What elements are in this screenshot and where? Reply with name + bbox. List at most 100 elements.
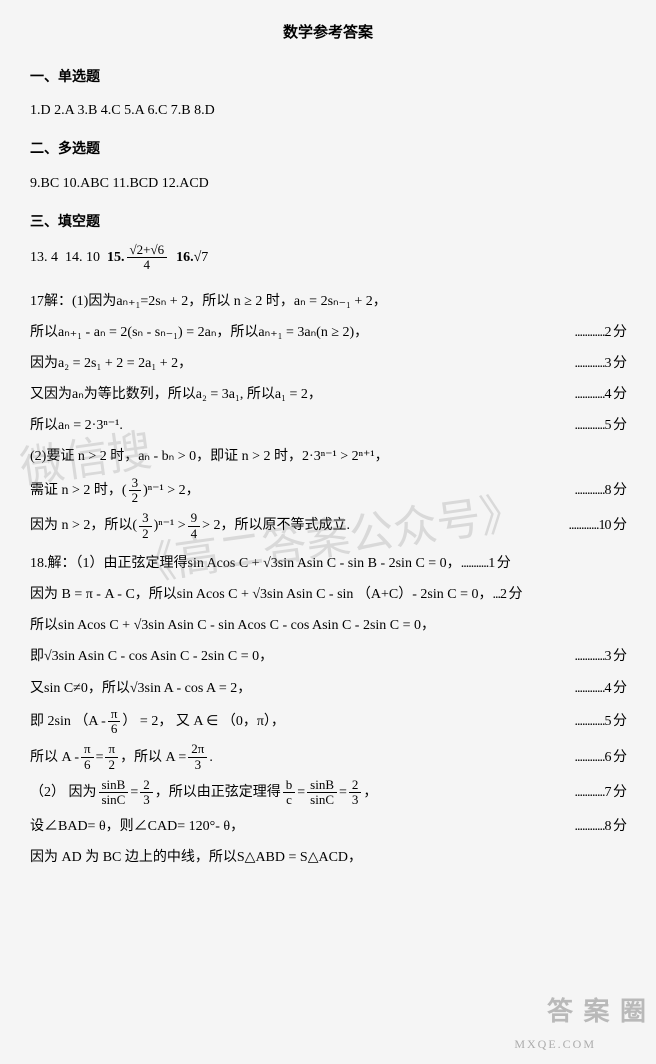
q17-l4: 又因为aₙ为等比数列，所以a₂ = 3a₁, 所以a₁ = 2， — [30, 382, 322, 407]
q18-l7s: ............6 分 — [555, 745, 627, 770]
f: π — [81, 742, 94, 757]
f: 2 — [140, 778, 153, 793]
q18-l1s: ...........1 分 — [461, 551, 510, 576]
q17-l7n: 3 — [129, 476, 142, 491]
q18-l5: 又sin C≠0，所以√3sin A - cos A = 2， — [30, 676, 251, 701]
q18-l7b: = — [96, 745, 104, 770]
q18-l7d: . — [209, 745, 213, 770]
q17-l8s: ............10 分 — [549, 513, 627, 538]
q17-l7a: 需证 n > 2 时，( — [30, 478, 127, 503]
q18-l6a: 即 2sin （A - — [30, 709, 106, 734]
q17-l3: 因为a₂ = 2s₁ + 2 = 2a₁ + 2， — [30, 351, 192, 376]
q18-l8-frac3: b c — [283, 778, 296, 808]
q17-l8-row: 因为 n > 2，所以( 3 2 )ⁿ⁻¹ > 9 4 > 2，所以原不等式成立… — [30, 511, 626, 541]
q18-l8b: = — [130, 780, 138, 805]
q18-l7a: 所以 A - — [30, 745, 79, 770]
q17-l3-row: 因为a₂ = 2s₁ + 2 = 2a₁ + 2， ............3 … — [30, 351, 626, 376]
q18-l6n: π — [108, 707, 121, 722]
q18-l7-row: 所以 A - π 6 = π 2 ，所以 A = 2π 3 . ........… — [30, 742, 626, 772]
q18-l9s: ............8 分 — [555, 814, 627, 839]
q18-l6s: ............5 分 — [555, 709, 627, 734]
section-multi-heading: 二、多选题 — [30, 137, 626, 162]
q18-l10: 因为 AD 为 BC 边上的中线，所以S△ABD = S△ACD， — [30, 845, 626, 870]
section-single-heading: 一、单选题 — [30, 65, 626, 90]
q17-l8-frac2: 9 4 — [188, 511, 201, 541]
q17-l8d: 2 — [139, 527, 152, 541]
q18-l8-frac2: 2 3 — [140, 778, 153, 808]
q17-l7d: 2 — [129, 491, 142, 505]
f: sinC — [307, 793, 337, 807]
q18-l4-row: 即√3sin Asin C - cos Asin C - 2sin C = 0，… — [30, 644, 626, 669]
q17-l8n2: 9 — [188, 511, 201, 526]
q18-l8-row: （2） 因为 sinB sinC = 2 3 ，所以由正弦定理得 b c = s… — [30, 778, 626, 808]
q18-l8c: ，所以由正弦定理得 — [155, 780, 281, 805]
page-title: 数学参考答案 — [30, 20, 626, 47]
q17-l5-row: 所以aₙ = 2·3ⁿ⁻¹. ............5 分 — [30, 413, 626, 438]
q17-l8d2: 4 — [188, 527, 201, 541]
q18-l4: 即√3sin Asin C - cos Asin C - 2sin C = 0， — [30, 644, 273, 669]
f: sinB — [307, 778, 337, 793]
f: 3 — [349, 793, 362, 807]
q18-l6b: ） = 2， 又 A ∈ （0，π）， — [122, 709, 285, 734]
q18-l7-frac3: 2π 3 — [188, 742, 207, 772]
q17-l8b: )ⁿ⁻¹ > — [154, 513, 186, 538]
q18-l6-frac: π 6 — [108, 707, 121, 737]
q18-l1: 18.解：（1）由正弦定理得sin Acos C + √3sin Asin C … — [30, 551, 461, 576]
multi-answers: 9.BC 10.ABC 11.BCD 12.ACD — [30, 171, 626, 196]
a15-den: 4 — [141, 258, 154, 272]
single-answers: 1.D 2.A 3.B 4.C 5.A 6.C 7.B 8.D — [30, 98, 626, 123]
q17-l1: 17解：(1)因为aₙ₊₁=2sₙ + 2，所以 n ≥ 2 时，aₙ = 2s… — [30, 289, 626, 314]
f: 3 — [192, 758, 205, 772]
f: c — [283, 793, 295, 807]
a15-num: √2+√6 — [127, 243, 168, 258]
q18-l2-row: 因为 B = π - A - C，所以sin Acos C + √3sin As… — [30, 582, 626, 607]
q17-l6: (2)要证 n > 2 时，aₙ - bₙ > 0，即证 n > 2 时，2·3… — [30, 444, 626, 469]
q17-l3s: ............3 分 — [555, 351, 627, 376]
q18-l8e: = — [297, 780, 305, 805]
f: sinC — [99, 793, 129, 807]
q18-l8a: （2） 因为 — [30, 780, 97, 805]
q17-l8-frac1: 3 2 — [139, 511, 152, 541]
watermark-right: 答 案 圈 — [547, 989, 648, 1036]
q17-l7-frac: 3 2 — [129, 476, 142, 506]
q17-l7b: )ⁿ⁻¹ > 2， — [143, 478, 200, 503]
q18-l6d: 6 — [108, 722, 121, 736]
q17-l7s: ............8 分 — [555, 478, 627, 503]
q18-l3: 所以sin Acos C + √3sin Asin C - sin Acos C… — [30, 613, 626, 638]
a16-val: √7 — [194, 245, 209, 270]
f: 6 — [81, 758, 94, 772]
q18-l1-row: 18.解：（1）由正弦定理得sin Acos C + √3sin Asin C … — [30, 551, 626, 576]
q17-l4-row: 又因为aₙ为等比数列，所以a₂ = 3a₁, 所以a₁ = 2， .......… — [30, 382, 626, 407]
q18-l8g: ， — [363, 780, 377, 805]
q18-l7-frac2: π 2 — [105, 742, 118, 772]
q17-l5: 所以aₙ = 2·3ⁿ⁻¹. — [30, 413, 123, 438]
q18-l4s: ............3 分 — [555, 644, 627, 669]
q18-l7c: ，所以 A = — [120, 745, 186, 770]
f: sinB — [99, 778, 129, 793]
q17-l2-row: 所以aₙ₊₁ - aₙ = 2(sₙ - sₙ₋₁) = 2aₙ，所以aₙ₊₁ … — [30, 320, 626, 345]
q18-l8-frac1: sinB sinC — [99, 778, 129, 808]
q18-l9: 设∠BAD= θ，则∠CAD= 120°- θ， — [30, 814, 244, 839]
q18-l2s: ...2 分 — [493, 582, 522, 607]
a14: 14. 10 — [65, 245, 100, 270]
f: 2 — [106, 758, 119, 772]
q17-l2s: ............2 分 — [555, 320, 627, 345]
q18-l7-frac1: π 6 — [81, 742, 94, 772]
q18-l2: 因为 B = π - A - C，所以sin Acos C + √3sin As… — [30, 582, 493, 607]
a15-frac: √2+√6 4 — [127, 243, 168, 273]
q18-l8f: = — [339, 780, 347, 805]
f: 2 — [349, 778, 362, 793]
section-fill-heading: 三、填空题 — [30, 210, 626, 235]
q17-l4s: ............4 分 — [555, 382, 627, 407]
f: b — [283, 778, 296, 793]
a15-label: 15. — [107, 245, 125, 270]
a13: 13. 4 — [30, 245, 58, 270]
q18-l5-row: 又sin C≠0，所以√3sin A - cos A = 2， ........… — [30, 676, 626, 701]
f: 2π — [188, 742, 207, 757]
q18-l5s: ............4 分 — [555, 676, 627, 701]
q18-l8s: ............7 分 — [555, 780, 627, 805]
q18-l9-row: 设∠BAD= θ，则∠CAD= 120°- θ， ............8 分 — [30, 814, 626, 839]
f: π — [105, 742, 118, 757]
q17-l8c: > 2，所以原不等式成立. — [202, 513, 350, 538]
q17-l7-row: 需证 n > 2 时，( 3 2 )ⁿ⁻¹ > 2， ............8… — [30, 476, 626, 506]
